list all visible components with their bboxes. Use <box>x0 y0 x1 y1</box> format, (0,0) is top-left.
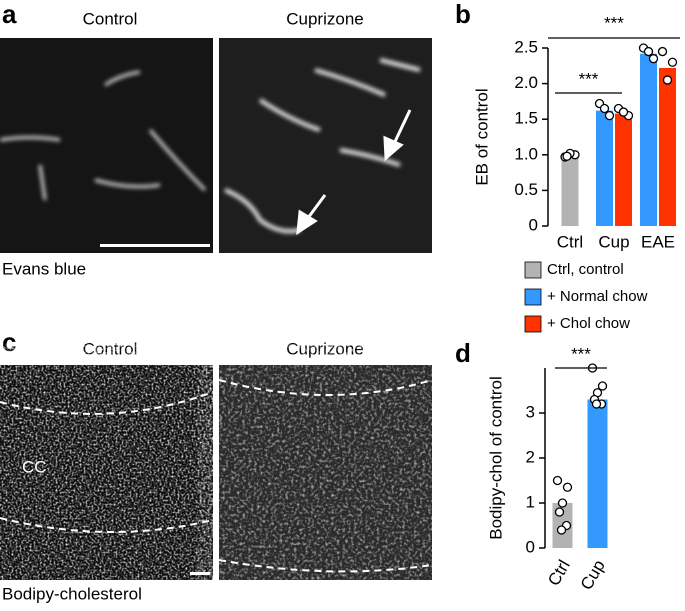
y-axis-label: Bodipy-chol of control <box>486 376 505 539</box>
image-title: Cuprizone <box>286 9 364 28</box>
image-title: Cuprizone <box>286 339 364 358</box>
significance-label: *** <box>571 344 591 363</box>
bar <box>596 110 613 226</box>
y-tick-label: 1.0 <box>514 144 538 163</box>
image-title: Control <box>83 9 138 28</box>
data-point <box>648 54 659 64</box>
panel-label: a <box>2 0 17 29</box>
data-point <box>591 399 602 409</box>
y-tick-label: 1.5 <box>514 109 538 128</box>
caption: Evans blue <box>2 259 86 278</box>
data-point <box>556 525 567 535</box>
x-tick-label: Ctrl <box>544 557 574 589</box>
data-point <box>562 151 572 161</box>
micrograph <box>219 38 432 253</box>
bar <box>659 67 676 226</box>
y-tick-label: 1 <box>526 492 535 511</box>
micrograph <box>0 38 213 253</box>
data-point <box>657 46 668 57</box>
bar <box>561 154 579 226</box>
data-point <box>643 46 654 57</box>
panel-label: c <box>2 327 16 357</box>
image-title: Control <box>83 339 138 358</box>
y-tick-label: 0 <box>529 215 538 234</box>
y-tick-label: 3 <box>526 402 535 421</box>
micrograph <box>0 365 214 580</box>
x-tick-label: Cup <box>598 232 629 251</box>
panel-label: b <box>455 0 471 29</box>
micrograph <box>218 365 433 580</box>
legend-swatch <box>524 288 542 306</box>
y-axis-label: EB of control <box>472 88 491 185</box>
data-point <box>554 507 565 517</box>
legend-swatch <box>524 261 542 279</box>
bar <box>587 399 608 548</box>
data-point <box>562 482 573 492</box>
bar <box>640 53 657 226</box>
legend-label: Ctrl, control <box>547 261 624 278</box>
y-tick-label: 0.5 <box>514 180 538 199</box>
panel-label: d <box>455 338 471 368</box>
data-point <box>604 110 615 121</box>
data-point <box>662 75 673 85</box>
data-point <box>597 381 608 391</box>
region-label: CC <box>22 457 47 476</box>
legend-label: + Normal chow <box>547 288 648 305</box>
significance-label: *** <box>604 13 624 32</box>
data-point <box>667 57 678 67</box>
x-tick-label: Cup <box>577 557 609 594</box>
significance-label: *** <box>579 69 599 88</box>
y-tick-label: 2.0 <box>514 73 538 92</box>
bar <box>615 113 632 226</box>
y-tick-label: 2 <box>526 447 535 466</box>
x-tick-label: Ctrl <box>557 232 583 251</box>
x-tick-label: EAE <box>641 232 675 251</box>
data-point <box>552 475 563 486</box>
legend-swatch <box>524 315 542 333</box>
data-point <box>599 103 610 114</box>
data-point <box>557 498 568 508</box>
data-point <box>618 107 629 117</box>
legend-label: + Chol chow <box>547 315 630 332</box>
y-tick-label: 0 <box>526 537 535 556</box>
caption: Bodipy-cholesterol <box>2 584 142 603</box>
y-tick-label: 2.5 <box>514 37 538 56</box>
